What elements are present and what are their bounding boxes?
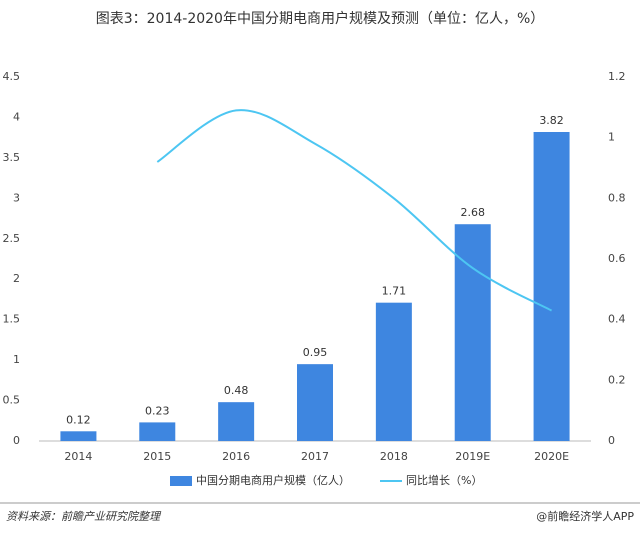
y2-tick-label: 0.8 bbox=[608, 191, 626, 204]
chart-title: 图表3：2014-2020年中国分期电商用户规模及预测（单位：亿人，%） bbox=[96, 10, 545, 27]
y-tick-label: 0 bbox=[13, 434, 20, 447]
y-tick-label: 4.5 bbox=[3, 70, 21, 83]
y2-tick-label: 1 bbox=[608, 131, 615, 144]
bar bbox=[297, 364, 333, 441]
growth-line bbox=[156, 109, 553, 312]
legend-label: 同比增长（%） bbox=[406, 473, 482, 487]
legend-swatch bbox=[170, 476, 192, 486]
y-tick-label: 1.5 bbox=[3, 313, 21, 326]
y-tick-label: 1 bbox=[13, 353, 20, 366]
y-tick-label: 3.5 bbox=[3, 151, 21, 164]
bar bbox=[218, 402, 255, 441]
data-label: 2.68 bbox=[460, 206, 485, 219]
x-tick-label: 2016 bbox=[222, 450, 250, 463]
data-label: 0.23 bbox=[145, 404, 170, 417]
source-note: 资料来源：前瞻产业研究院整理 bbox=[6, 510, 162, 523]
data-label: 0.12 bbox=[66, 413, 91, 426]
bar bbox=[533, 132, 570, 441]
bar bbox=[375, 302, 412, 441]
y-tick-label: 3 bbox=[13, 191, 20, 204]
x-tick-label: 2015 bbox=[143, 450, 171, 463]
bar bbox=[139, 422, 176, 441]
y2-tick-label: 1.2 bbox=[608, 70, 626, 83]
data-label: 0.95 bbox=[303, 346, 328, 359]
brand: @前瞻经济学人APP bbox=[536, 509, 634, 523]
bar bbox=[60, 431, 97, 441]
x-tick-label: 2014 bbox=[64, 450, 92, 463]
bar bbox=[454, 224, 491, 441]
y2-tick-label: 0 bbox=[608, 434, 615, 447]
legend-label: 中国分期电商用户规模（亿人） bbox=[196, 473, 350, 487]
y2-tick-label: 0.6 bbox=[608, 252, 626, 265]
data-label: 1.71 bbox=[382, 285, 407, 298]
x-tick-label: 2018 bbox=[380, 450, 408, 463]
y2-tick-label: 0.4 bbox=[608, 313, 626, 326]
y-tick-label: 2.5 bbox=[3, 232, 21, 245]
x-tick-label: 2020E bbox=[534, 450, 569, 463]
x-tick-label: 2019E bbox=[455, 450, 490, 463]
data-label: 0.48 bbox=[224, 384, 249, 397]
y-tick-label: 4 bbox=[13, 110, 20, 123]
x-tick-label: 2017 bbox=[301, 450, 329, 463]
y-tick-label: 0.5 bbox=[3, 394, 21, 407]
data-label: 3.82 bbox=[539, 114, 564, 127]
y-tick-label: 2 bbox=[13, 272, 20, 285]
y2-tick-label: 0.2 bbox=[608, 373, 626, 386]
